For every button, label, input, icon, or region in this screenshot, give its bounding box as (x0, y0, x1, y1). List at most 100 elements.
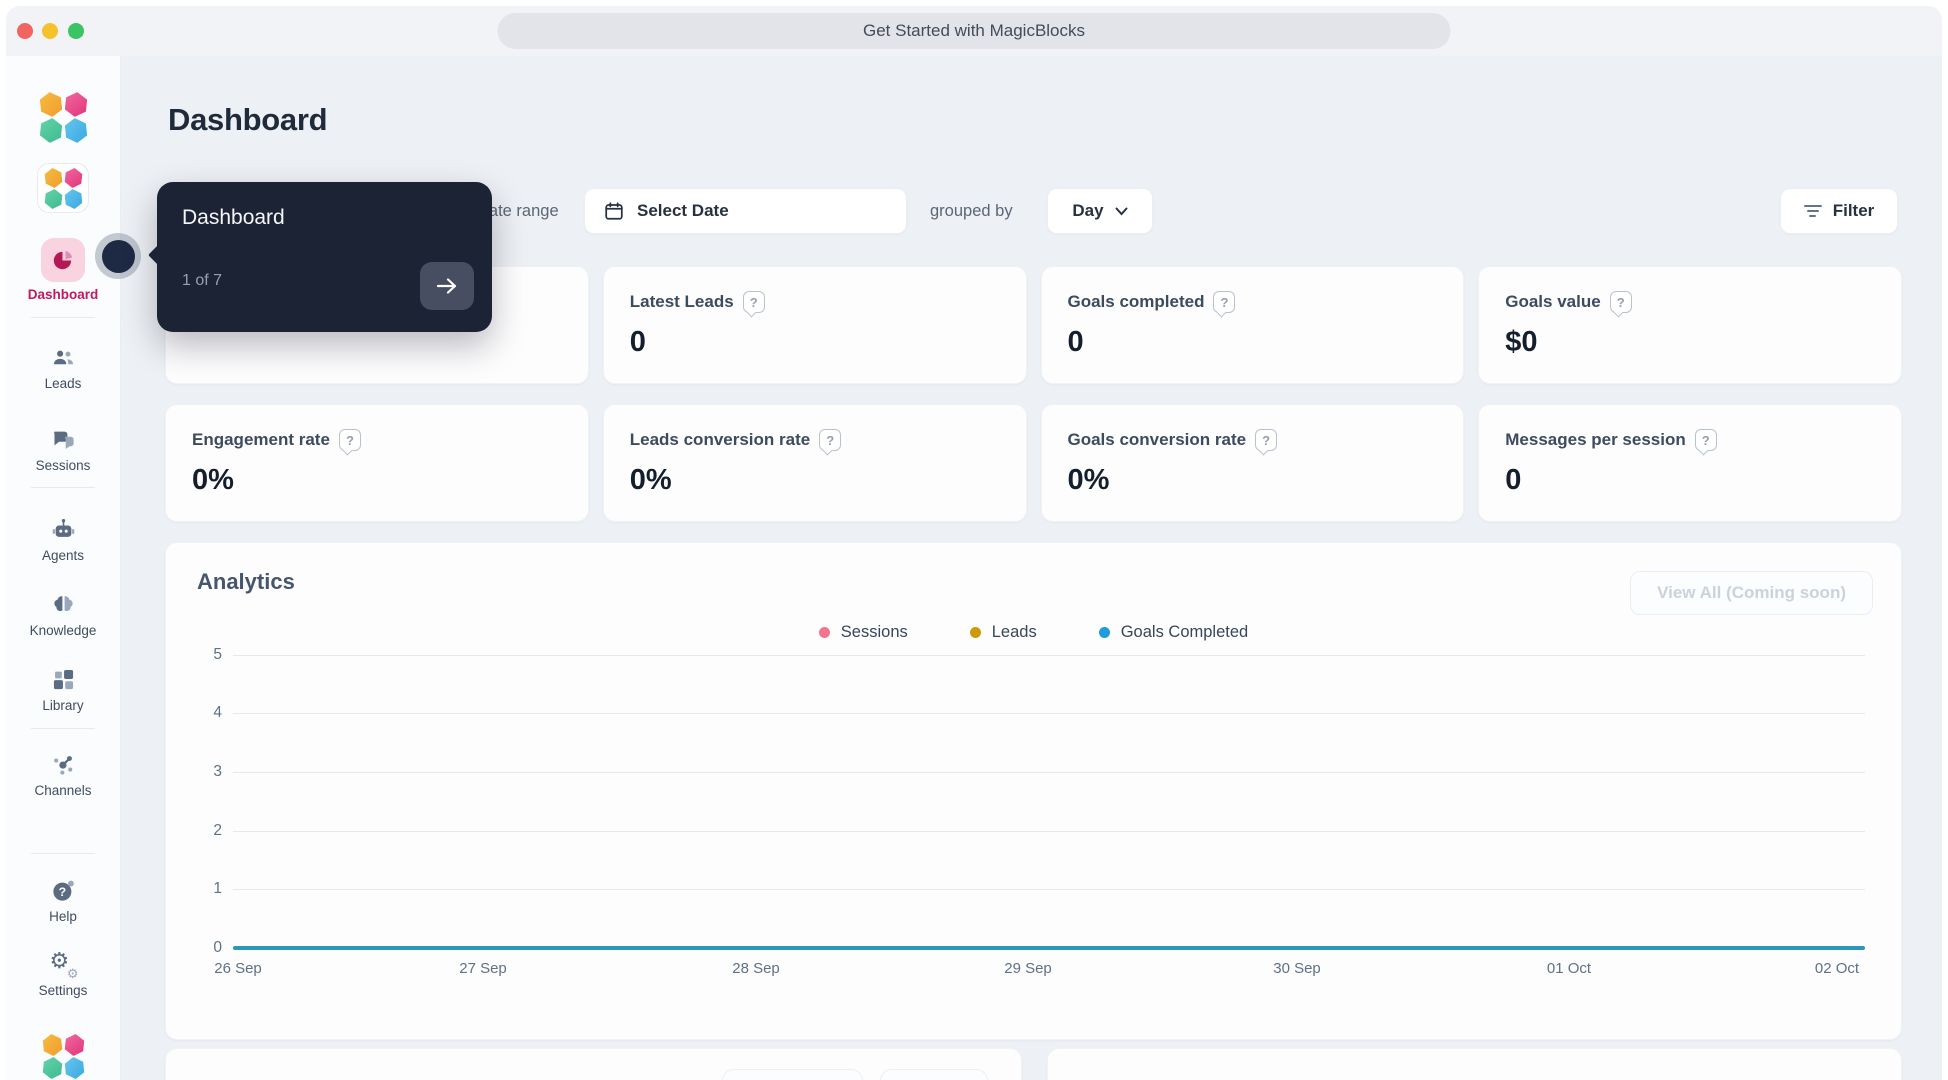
sidebar-item-channels[interactable]: Channels (6, 751, 120, 798)
stat-value: 0% (192, 464, 234, 496)
sidebar-item-label: Channels (34, 783, 92, 798)
sidebar-item-knowledge[interactable]: Knowledge (6, 591, 120, 638)
sidebar-item-sessions[interactable]: Sessions (6, 426, 120, 473)
legend-dot-goals (1098, 627, 1110, 638)
stat-value: 0% (1067, 464, 1110, 496)
stat-value: 0 (1505, 464, 1522, 496)
svg-text:?: ? (58, 885, 66, 899)
legend-item-goals-completed: Goals Completed (1098, 623, 1249, 642)
filter-button[interactable]: Filter (1780, 188, 1898, 234)
tour-tooltip: Dashboard 1 of 7 (148, 182, 492, 332)
y-tick: 1 (213, 880, 222, 897)
app-window: Get Started with MagicBlocks (6, 6, 1942, 1080)
help-tooltip-icon[interactable]: ? (1609, 291, 1632, 313)
sidebar-item-agents[interactable]: Agents (6, 516, 120, 563)
gridline (233, 772, 1865, 773)
filter-lines-icon (1803, 205, 1822, 217)
help-tooltip-icon[interactable]: ? (742, 291, 765, 313)
sidebar-item-label: Library (42, 698, 84, 713)
x-tick: 26 Sep (214, 960, 262, 977)
y-tick: 3 (213, 763, 222, 780)
view-all-button[interactable]: View All (Coming soon) (1630, 571, 1873, 615)
stat-label: Goals conversion rate (1067, 430, 1247, 449)
x-tick: 30 Sep (1273, 960, 1321, 977)
x-tick: 29 Sep (1004, 960, 1052, 977)
tour-beacon-dot (101, 239, 135, 273)
close-window-button[interactable] (17, 23, 33, 39)
help-tooltip-icon[interactable]: ? (1213, 291, 1236, 313)
legend-item-sessions: Sessions (818, 623, 908, 642)
zoom-window-button[interactable] (68, 23, 84, 39)
stat-card-latest-leads: Latest Leads ? 0 (602, 266, 1027, 384)
stat-card-leads-conversion: Leads conversion rate ? 0% (602, 404, 1027, 522)
sidebar-divider (31, 487, 95, 488)
group-by-dropdown[interactable]: Day (1047, 188, 1153, 234)
legend-label: Leads (991, 623, 1037, 641)
tour-title: Dashboard (182, 206, 285, 229)
sidebar-item-library[interactable]: Library (6, 666, 120, 713)
sidebar-item-label: Sessions (35, 458, 91, 473)
sidebar-divider (31, 853, 95, 854)
sidebar-item-settings[interactable]: ⚙ ⚙ Settings (6, 948, 120, 998)
stat-label: Leads conversion rate (629, 430, 811, 449)
people-icon (50, 344, 77, 371)
date-picker-input[interactable]: Select Date (584, 188, 907, 234)
peek-button[interactable] (722, 1069, 863, 1080)
tour-beacon[interactable] (95, 233, 141, 279)
calendar-icon (603, 200, 625, 222)
legend-label: Sessions (840, 623, 908, 641)
sidebar-item-label: Leads (44, 376, 82, 391)
sidebar-item-label: Knowledge (29, 623, 97, 638)
chart-line-zero (233, 946, 1865, 950)
help-tooltip-icon[interactable]: ? (338, 429, 361, 451)
sidebar-item-help[interactable]: ? Help (6, 877, 120, 924)
grid-squares-icon (50, 666, 77, 693)
gridline (233, 655, 1865, 656)
page-title: Dashboard (168, 102, 328, 137)
stat-label: Goals completed (1067, 292, 1205, 311)
peek-button[interactable] (880, 1069, 988, 1080)
network-nodes-icon (50, 751, 77, 778)
workspace-logo-button[interactable] (6, 163, 120, 213)
analytics-card: Analytics View All (Coming soon) Session… (165, 542, 1902, 1040)
stat-card-messages-per-session: Messages per session ? 0 (1478, 404, 1902, 522)
help-tooltip-icon[interactable]: ? (1694, 429, 1717, 451)
legend-label: Goals Completed (1120, 623, 1249, 641)
group-by-value: Day (1072, 201, 1104, 220)
sidebar-divider (31, 728, 95, 729)
sidebar-item-dashboard[interactable]: Dashboard (6, 238, 120, 302)
legend-dot-leads (969, 627, 981, 638)
x-tick: 27 Sep (459, 960, 507, 977)
sidebar-item-label: Agents (41, 548, 85, 563)
magicblocks-logo (6, 92, 120, 143)
sidebar: Dashboard Leads Sessions (6, 56, 121, 1080)
arrow-right-icon (435, 277, 459, 295)
legend-dot-sessions (818, 627, 830, 638)
get-started-pill[interactable]: Get Started with MagicBlocks (497, 13, 1451, 49)
stat-value: 0 (629, 326, 646, 358)
pie-chart-icon (41, 238, 85, 282)
stat-card-goals-conversion: Goals conversion rate ? 0% (1040, 404, 1465, 522)
stat-card-engagement-rate: Engagement rate ? 0% (165, 404, 589, 522)
x-tick: 02 Oct (1814, 960, 1860, 977)
chat-bubbles-icon (50, 426, 77, 453)
sidebar-item-label: Settings (38, 983, 88, 998)
y-tick: 5 (213, 646, 222, 663)
date-picker-value: Select Date (637, 201, 729, 220)
stats-row-2: Engagement rate ? 0% Leads conversion ra… (165, 404, 1902, 522)
sidebar-item-leads[interactable]: Leads (6, 344, 120, 391)
chart-legend: Sessions Leads Goals Completed (166, 623, 1901, 642)
stat-label: Messages per session (1505, 430, 1686, 449)
robot-icon (50, 516, 77, 543)
stat-value: $0 (1505, 326, 1538, 358)
tour-next-button[interactable] (420, 262, 474, 310)
sidebar-item-label: Dashboard (27, 287, 99, 302)
analytics-title: Analytics (197, 569, 295, 594)
tooltip-pointer (148, 245, 168, 265)
magicblocks-footer-logo (6, 1034, 120, 1079)
help-tooltip-icon[interactable]: ? (819, 429, 842, 451)
x-tick: 28 Sep (732, 960, 780, 977)
help-tooltip-icon[interactable]: ? (1255, 429, 1278, 451)
minimize-window-button[interactable] (42, 23, 58, 39)
sidebar-item-label: Help (49, 909, 77, 924)
